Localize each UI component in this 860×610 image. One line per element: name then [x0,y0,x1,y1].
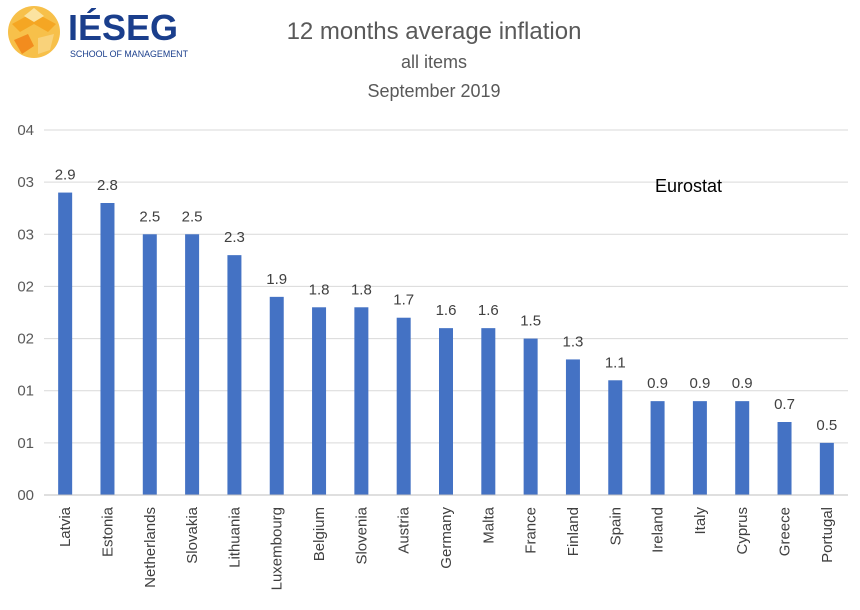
y-tick-label: 01 [17,435,34,452]
category-label-netherlands: Netherlands [142,507,159,588]
value-labels: 2.9 2.8 2.5 2.5 2.3 1.9 1.8 1.8 1.7 1.6 1.6 1.5 1.3 1… [55,167,838,434]
chart-subtitle-line-2: September 2019 [367,81,500,101]
value-label-portugal: 0.5 [816,417,837,434]
value-label-finland: 1.3 [563,333,584,350]
category-label-cyprus: Cyprus [734,507,751,555]
logo-tagline: SCHOOL OF MANAGEMENT [70,49,188,59]
bar-finland [565,359,580,495]
y-tick-label: 02 [17,331,34,348]
value-label-italy: 0.9 [689,375,710,392]
category-label-estonia: Estonia [99,506,116,557]
bar-ireland [650,401,665,495]
category-label-malta: Malta [480,506,497,543]
value-label-greece: 0.7 [774,396,795,413]
chart-title: 12 months average inflation [287,18,582,45]
value-label-belgium: 1.8 [309,281,330,298]
value-label-latvia: 2.9 [55,167,76,184]
y-tick-label: 03 [17,226,34,243]
value-label-estonia: 2.8 [97,177,118,194]
value-label-lithuania: 2.3 [224,229,245,246]
bar-luxembourg [269,296,284,495]
category-label-greece: Greece [777,507,794,556]
logo-sphere-icon [8,6,60,58]
category-label-latvia: Latvia [57,506,74,547]
value-label-slovenia: 1.8 [351,281,372,298]
category-label-belgium: Belgium [311,507,328,561]
category-label-slovakia: Slovakia [184,506,201,563]
value-label-luxembourg: 1.9 [266,271,287,288]
category-label-slovenia: Slovenia [353,506,370,564]
bar-belgium [312,307,327,495]
bar-france [523,338,538,495]
value-label-malta: 1.6 [478,302,499,319]
category-label-finland: Finland [565,507,582,556]
bar-germany [439,328,453,495]
category-label-germany: Germany [438,507,455,569]
y-tick-label: 00 [17,487,34,504]
bars [58,192,834,496]
value-label-austria: 1.7 [393,292,414,309]
bar-greece [777,422,792,495]
source-annotation: Eurostat [655,176,722,196]
category-label-luxembourg: Luxembourg [269,507,286,590]
bar-cyprus [735,401,750,495]
y-tick-label: 03 [17,174,34,191]
y-axis-ticks: 00 01 01 02 02 03 03 04 [17,122,34,504]
y-tick-label: 04 [17,122,34,139]
bar-italy [692,401,707,495]
ieseg-logo: IÉSEG SCHOOL OF MANAGEMENT [8,6,188,59]
bar-portugal [819,442,834,495]
category-label-italy: Italy [692,507,709,535]
logo-wordmark: IÉSEG [68,7,178,48]
value-label-cyprus: 0.9 [732,375,753,392]
bar-spain [608,380,623,495]
category-label-austria: Austria [396,506,413,553]
y-tick-label: 02 [17,278,34,295]
bar-latvia [58,192,73,496]
bar-austria [396,317,411,495]
bar-lithuania [227,255,242,495]
category-label-france: France [523,507,540,554]
value-label-slovakia: 2.5 [182,208,203,225]
bar-estonia [100,203,115,495]
value-label-france: 1.5 [520,313,541,330]
bar-netherlands [142,234,157,496]
value-label-netherlands: 2.5 [139,208,160,225]
value-label-germany: 1.6 [436,302,457,319]
bar-malta [481,328,496,495]
category-label-lithuania: Lithuania [226,506,243,568]
category-label-spain: Spain [607,507,624,545]
bar-slovenia [354,307,369,495]
category-label-ireland: Ireland [650,507,667,553]
value-label-ireland: 0.9 [647,375,668,392]
y-tick-label: 01 [17,383,34,400]
bar-slovakia [185,234,200,496]
chart-subtitle-line-1: all items [401,52,467,72]
value-label-spain: 1.1 [605,354,626,371]
category-label-portugal: Portugal [819,507,836,563]
x-axis-labels: Latvia Estonia Netherlands Slovakia Lithuani… [57,506,836,590]
